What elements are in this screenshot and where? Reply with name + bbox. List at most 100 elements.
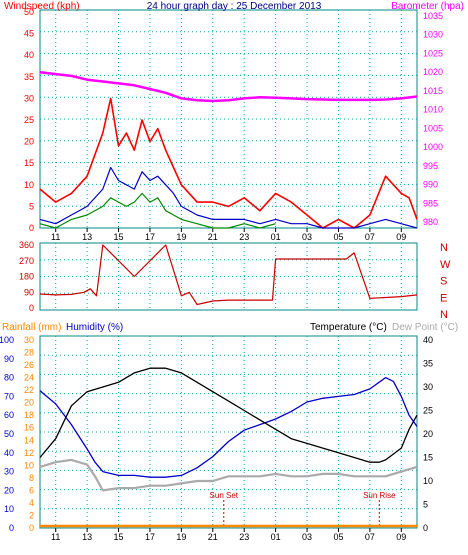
rain-ytick-label: 14 bbox=[24, 435, 34, 445]
rain-ytick-label: 26 bbox=[24, 360, 34, 370]
wind-xtick-label: 13 bbox=[82, 232, 92, 242]
rain-ytick-label: 8 bbox=[29, 473, 34, 483]
baro-ytick-label: 990 bbox=[423, 180, 438, 190]
sun-marker-label: Sun Rise bbox=[363, 491, 396, 500]
temp-axis-title: Temperature (°C) bbox=[310, 322, 387, 333]
wind-ytick-label: 30 bbox=[24, 93, 34, 103]
clim-xtick-label: 11 bbox=[51, 532, 60, 542]
rain-ytick-label: 2 bbox=[29, 510, 34, 520]
baro-ytick-label: 1010 bbox=[423, 105, 443, 115]
clim-xtick-label: 03 bbox=[302, 532, 312, 542]
humidity-axis-title: Humidity (%) bbox=[66, 322, 123, 333]
wind-xtick-label: 07 bbox=[365, 232, 375, 242]
dir-ytick-label: 90 bbox=[24, 287, 34, 297]
barometer-line bbox=[39, 70, 418, 103]
clim-xtick-label: 13 bbox=[82, 532, 92, 542]
temp-ytick-label: 5 bbox=[423, 500, 428, 510]
baro-ytick-label: 1035 bbox=[423, 11, 443, 21]
baro-ytick-label: 1000 bbox=[423, 142, 443, 152]
rain-ytick-label: 20 bbox=[24, 398, 34, 408]
wind-ytick-label: 20 bbox=[24, 137, 34, 147]
dir-ytick-label: 360 bbox=[19, 240, 34, 250]
baro-ytick-label: 1015 bbox=[423, 86, 443, 96]
wind-ytick-label: 15 bbox=[24, 158, 34, 168]
rain-axis-title: Rainfall (mm) bbox=[2, 322, 61, 333]
humidity-ytick-label: 0 bbox=[9, 523, 14, 533]
wind-ytick-label: 35 bbox=[24, 72, 34, 82]
clim-xtick-label: 15 bbox=[114, 532, 124, 542]
humidity-ytick-label: 100 bbox=[0, 335, 14, 345]
clim-xtick-label: 09 bbox=[396, 532, 406, 542]
clim-xtick-label: 17 bbox=[145, 532, 155, 542]
rain-ytick-label: 28 bbox=[24, 348, 34, 358]
humidity-ytick-label: 60 bbox=[4, 410, 14, 420]
clim-xtick-label: 21 bbox=[208, 532, 218, 542]
temp-ytick-label: 30 bbox=[423, 382, 433, 392]
wind-xtick-label: 23 bbox=[239, 232, 249, 242]
wind-calm-line bbox=[39, 192, 276, 229]
wind-ytick-label: 5 bbox=[29, 201, 34, 211]
baro-ytick-label: 1030 bbox=[423, 30, 443, 40]
wind-ytick-label: 25 bbox=[24, 115, 34, 125]
compass-label: E bbox=[440, 292, 447, 304]
compass-label: S bbox=[440, 276, 447, 288]
humidity-line bbox=[39, 376, 418, 478]
humidity-ytick-label: 90 bbox=[4, 354, 14, 364]
rain-ytick-label: 12 bbox=[24, 448, 34, 458]
dir-ytick-label: 0 bbox=[29, 303, 34, 313]
wind-average-line bbox=[39, 166, 418, 229]
humidity-ytick-label: 20 bbox=[4, 485, 14, 495]
chart-title: 24 hour graph day : 25 December 2013 bbox=[147, 1, 322, 12]
temp-ytick-label: 15 bbox=[423, 453, 433, 463]
baro-ytick-label: 980 bbox=[423, 217, 438, 227]
wind-ytick-label: 45 bbox=[24, 29, 34, 39]
wind-ytick-label: 10 bbox=[24, 180, 34, 190]
clim-xtick-label: 01 bbox=[271, 532, 281, 542]
wind-xtick-label: 21 bbox=[208, 232, 218, 242]
wind-xtick-label: 09 bbox=[396, 232, 406, 242]
rain-ytick-label: 16 bbox=[24, 423, 34, 433]
temp-ytick-label: 0 bbox=[423, 523, 428, 533]
wind-xtick-label: 19 bbox=[176, 232, 186, 242]
dir-ytick-label: 270 bbox=[19, 256, 34, 266]
clim-xtick-label: 19 bbox=[176, 532, 186, 542]
baro-ytick-label: 995 bbox=[423, 161, 438, 171]
humidity-ytick-label: 10 bbox=[4, 504, 14, 514]
wind-ytick-label: 40 bbox=[24, 50, 34, 60]
compass-label: N bbox=[440, 242, 448, 254]
temp-ytick-label: 40 bbox=[423, 335, 433, 345]
humidity-ytick-label: 40 bbox=[4, 448, 14, 458]
compass-label: N bbox=[440, 309, 448, 321]
baro-ytick-label: 1020 bbox=[423, 67, 443, 77]
wind-ytick-label: 0 bbox=[29, 223, 34, 233]
rain-ytick-label: 24 bbox=[24, 373, 34, 383]
temp-ytick-label: 25 bbox=[423, 406, 433, 416]
rain-ytick-label: 4 bbox=[29, 498, 34, 508]
humidity-ytick-label: 80 bbox=[4, 373, 14, 383]
rain-ytick-label: 6 bbox=[29, 485, 34, 495]
wind-ytick-label: 50 bbox=[24, 7, 34, 17]
rain-ytick-label: 18 bbox=[24, 410, 34, 420]
temp-ytick-label: 20 bbox=[423, 429, 433, 439]
dew-axis-title: Dew Point (°C) bbox=[392, 322, 458, 333]
humidity-ytick-label: 70 bbox=[4, 391, 14, 401]
baro-ytick-label: 1025 bbox=[423, 48, 443, 58]
rain-ytick-label: 0 bbox=[29, 523, 34, 533]
temp-ytick-label: 10 bbox=[423, 476, 433, 486]
wind-xtick-label: 03 bbox=[302, 232, 312, 242]
compass-label: W bbox=[440, 259, 451, 271]
wind-axis-title: Windspeed (kph) bbox=[4, 1, 80, 12]
temp-ytick-label: 35 bbox=[423, 359, 433, 369]
baro-axis-title: Barometer (hpa) bbox=[391, 1, 464, 12]
rain-ytick-label: 10 bbox=[24, 460, 34, 470]
clim-xtick-label: 07 bbox=[365, 532, 375, 542]
rain-ytick-label: 22 bbox=[24, 385, 34, 395]
temperature-line bbox=[39, 367, 418, 463]
wind-xtick-label: 17 bbox=[145, 232, 155, 242]
wind-direction-line bbox=[39, 244, 418, 306]
dewpoint-line bbox=[39, 458, 418, 492]
dir-ytick-label: 180 bbox=[19, 272, 34, 282]
humidity-ytick-label: 30 bbox=[4, 467, 14, 477]
wind-xtick-label: 11 bbox=[51, 232, 60, 242]
